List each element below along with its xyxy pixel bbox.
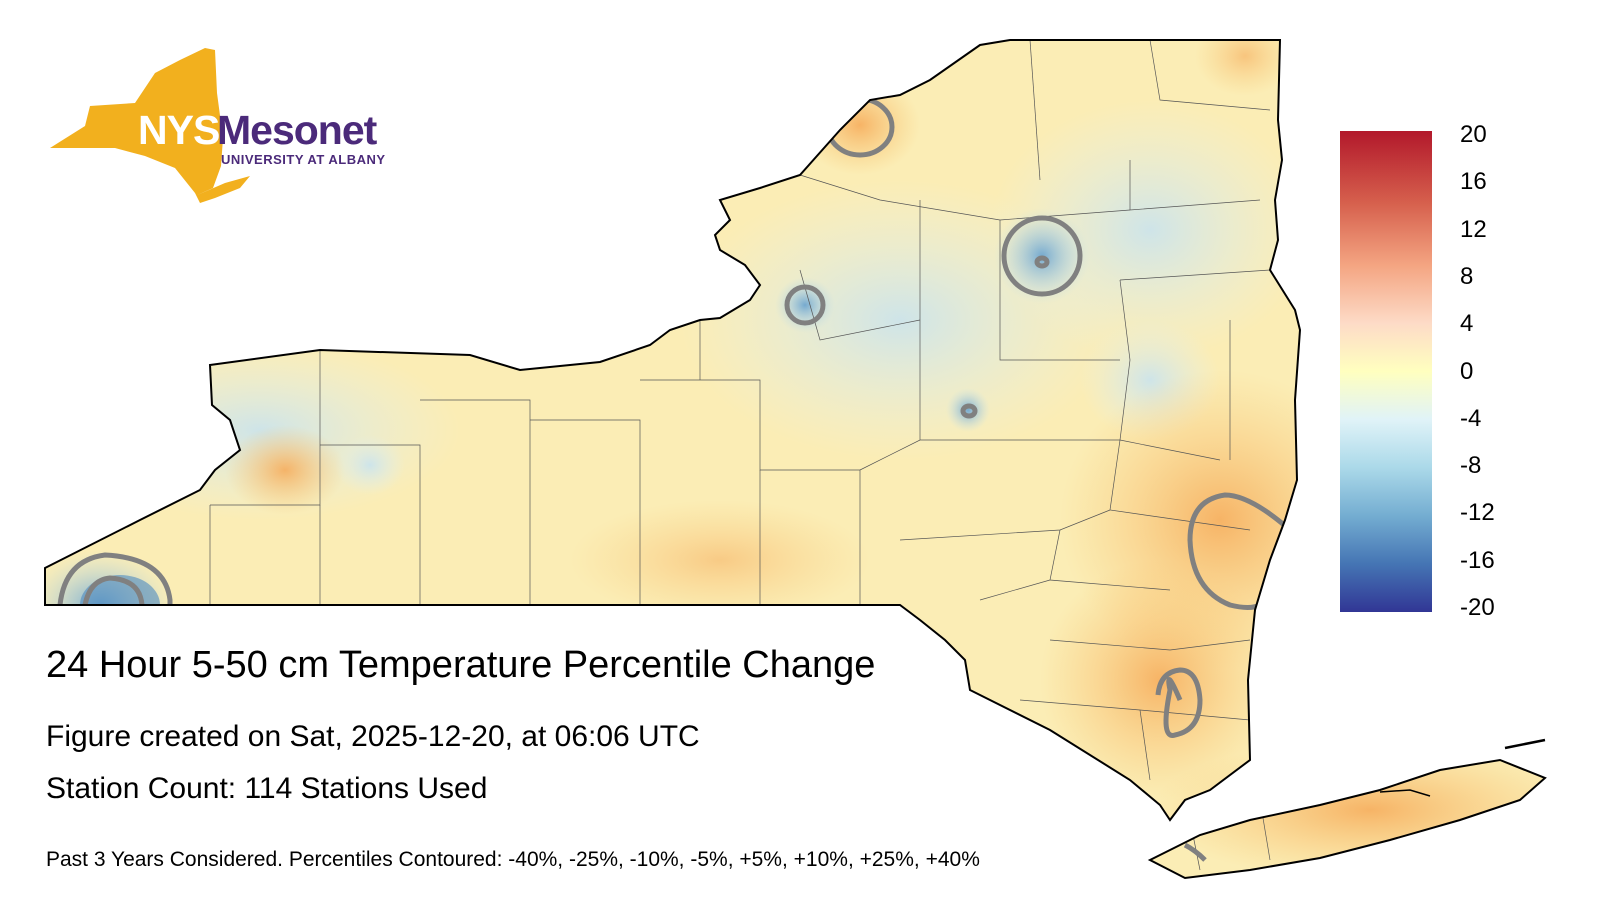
color-scale-tick-label: 20 [1460, 121, 1487, 148]
logo-mesonet-text: Mesonet [217, 107, 377, 153]
color-scale-tick-label: -8 [1460, 452, 1482, 480]
percentile-contours [57, 96, 1292, 862]
nys-mesonet-logo: NYS Mesonet UNIVERSITY AT ALBANY [45, 48, 395, 208]
color-scale-tick-label: 16 [1460, 168, 1487, 196]
logo-nys-text: NYS [138, 107, 220, 153]
color-scale-tick-label: -12 [1460, 499, 1495, 527]
created-timestamp: Figure created on Sat, 2025-12-20, at 06… [46, 720, 700, 753]
color-scale-tick-label: 0 [1460, 357, 1474, 385]
color-scale-tick-label: 4 [1460, 310, 1474, 338]
color-scale-tick-label: -20 [1460, 594, 1495, 621]
footnote: Past 3 Years Considered. Percentiles Con… [46, 848, 980, 871]
map-title: 24 Hour 5-50 cm Temperature Percentile C… [46, 644, 876, 686]
state-outline [44, 39, 1547, 880]
logo-subtitle: UNIVERSITY AT ALBANY [221, 152, 386, 167]
color-scale-tick-label: -4 [1460, 404, 1482, 432]
station-count: Station Count: 114 Stations Used [46, 772, 488, 805]
county-lines [209, 40, 1271, 871]
color-scale-tick-label: 8 [1460, 262, 1474, 290]
color-scale-tick-label: -16 [1460, 546, 1495, 574]
color-scale-tick-label: 12 [1460, 215, 1487, 243]
color-scale-bar [1340, 131, 1432, 612]
ny-state-silhouette-icon [50, 48, 250, 203]
